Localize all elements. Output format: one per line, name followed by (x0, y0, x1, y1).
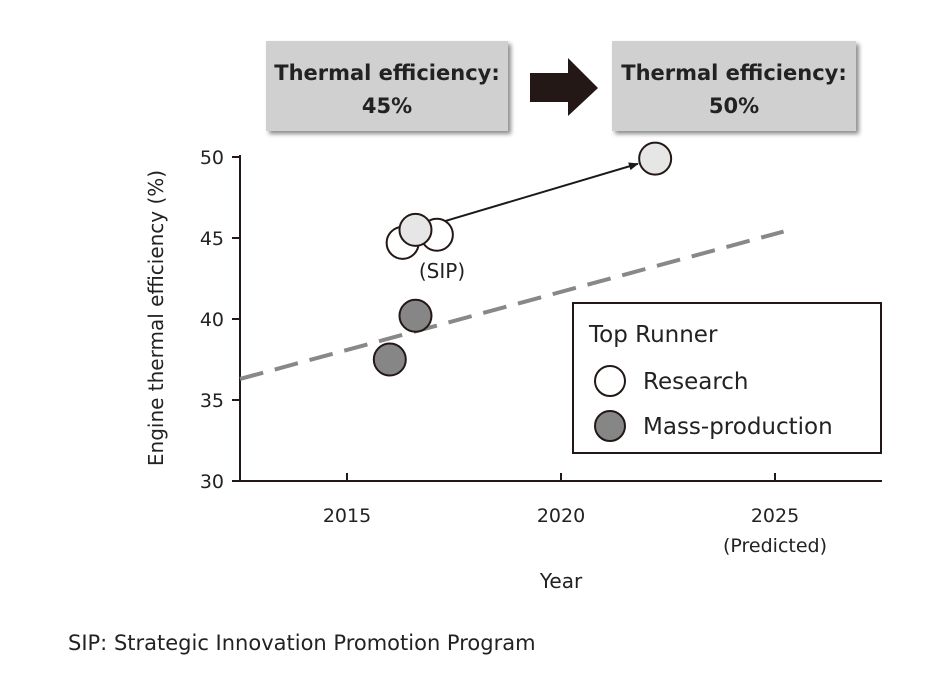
x-tick-label: 2015 (323, 505, 371, 527)
y-axis-title: Engine thermal efficiency (%) (144, 170, 168, 466)
data-points (372, 141, 673, 377)
footnote: SIP: Strategic Innovation Promotion Prog… (68, 631, 536, 655)
x-axis-title: Year (539, 569, 583, 593)
callout-right-line2: 50% (709, 94, 759, 118)
research-progress-arrow (430, 162, 639, 227)
callout-right-box (612, 41, 856, 131)
callout-left-line2: 45% (362, 94, 412, 118)
x-tick-label: 2020 (537, 505, 585, 527)
x-tick-sublabel: (Predicted) (723, 535, 827, 557)
legend-title: Top Runner (588, 322, 718, 348)
y-tick-label: 35 (200, 390, 224, 412)
legend-marker-research (594, 365, 626, 397)
x-ticks: 2015 2020 2025 (Predicted) (323, 473, 827, 557)
mass-production-point (372, 342, 407, 377)
sip-annotation: (SIP) (419, 259, 465, 283)
trend-line (239, 229, 785, 381)
research-point (638, 141, 673, 176)
legend: Top Runner Research Mass-production (572, 302, 882, 454)
x-tick-label: 2025 (751, 505, 799, 527)
y-ticks: 30 35 40 45 50 (200, 147, 240, 493)
callout-left-line1: Thermal efficiency: (274, 61, 499, 85)
callout-right-line1: Thermal efficiency: (621, 61, 846, 85)
legend-entry-mass-production: Mass-production (643, 414, 833, 440)
right-arrow-icon (530, 58, 598, 116)
mass-production-point (398, 298, 433, 333)
research-point (398, 212, 433, 247)
callout-right: Thermal efficiency: 50% (612, 41, 856, 131)
y-tick-label: 30 (200, 471, 224, 493)
callout-left-box (266, 41, 508, 131)
legend-entry-research: Research (643, 369, 749, 395)
y-tick-label: 40 (200, 309, 224, 331)
legend-marker-mass-production (594, 410, 626, 442)
y-tick-label: 50 (200, 147, 224, 169)
callout-left: Thermal efficiency: 45% (266, 41, 508, 131)
y-tick-label: 45 (200, 228, 224, 250)
